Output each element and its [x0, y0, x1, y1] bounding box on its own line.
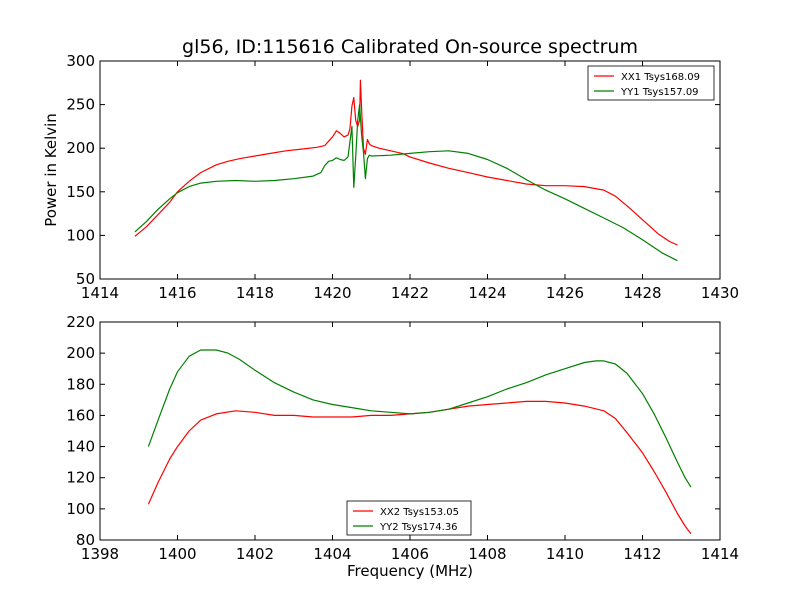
legend-box	[346, 500, 472, 536]
series-line-1	[134, 79, 678, 246]
y-tick-label: 50	[76, 270, 95, 288]
legend: XX2 Tsys153.05 YY2 Tsys174.36	[346, 500, 472, 536]
legend-label-2: YY2 Tsys174.36	[379, 522, 458, 533]
series-line-2	[147, 349, 692, 488]
x-tick-label: 1410	[546, 545, 584, 563]
legend-label-2: YY1 Tsys157.09	[620, 87, 699, 98]
top-plot: 1414 1416 1418 1420 1422 1424 1426 1428 1430 50 10…	[42, 52, 739, 302]
y-tick-label: 180	[66, 375, 95, 393]
x-tick-label: 1430	[701, 284, 739, 302]
x-tick-label: 1406	[391, 545, 429, 563]
y-tick-label: 140	[66, 438, 95, 456]
y-tick-label: 150	[66, 183, 95, 201]
x-tick-label: 1422	[391, 284, 429, 302]
y-tick-label: 200	[66, 139, 95, 157]
y-axis-label: Power in Kelvin	[42, 113, 60, 227]
x-tick-label: 1414	[81, 284, 119, 302]
x-tick-label: 1428	[623, 284, 661, 302]
x-tick-label: 1426	[546, 284, 584, 302]
x-tick-label: 1424	[468, 284, 506, 302]
y-tick-label: 100	[66, 226, 95, 244]
bottom-plot: 1398 1400 1402 1404 1406 1408 1410 1412 1414 80 10…	[66, 313, 739, 580]
legend-label-1: XX2 Tsys153.05	[380, 507, 459, 518]
x-tick-label: 1420	[313, 284, 351, 302]
x-tick-label: 1416	[158, 284, 196, 302]
y-tick-label: 200	[66, 344, 95, 362]
x-tick-label: 1414	[701, 545, 739, 563]
y-tick-label: 300	[66, 52, 95, 70]
x-tick-label: 1400	[158, 545, 196, 563]
legend-label-1: XX1 Tsys168.09	[621, 72, 700, 83]
y-tick-label: 120	[66, 469, 95, 487]
y-tick-label: 250	[66, 96, 95, 114]
y-tick-label: 80	[76, 531, 95, 549]
x-tick-label: 1418	[236, 284, 274, 302]
figure-title: gl56, ID:115616 Calibrated On-source spe…	[182, 36, 638, 58]
legend: XX1 Tsys168.09 YY1 Tsys157.09	[587, 65, 715, 101]
legend-box	[587, 65, 715, 101]
x-tick-label: 1404	[313, 545, 351, 563]
y-tick-label: 220	[66, 313, 95, 331]
x-tick-label: 1412	[623, 545, 661, 563]
x-tick-label: 1408	[468, 545, 506, 563]
x-tick-label: 1402	[236, 545, 274, 563]
y-tick-label: 160	[66, 406, 95, 424]
x-tick-label: 1398	[81, 545, 119, 563]
series-line-2	[134, 104, 678, 262]
x-axis-label: Frequency (MHz)	[347, 562, 473, 580]
y-tick-label: 100	[66, 500, 95, 518]
